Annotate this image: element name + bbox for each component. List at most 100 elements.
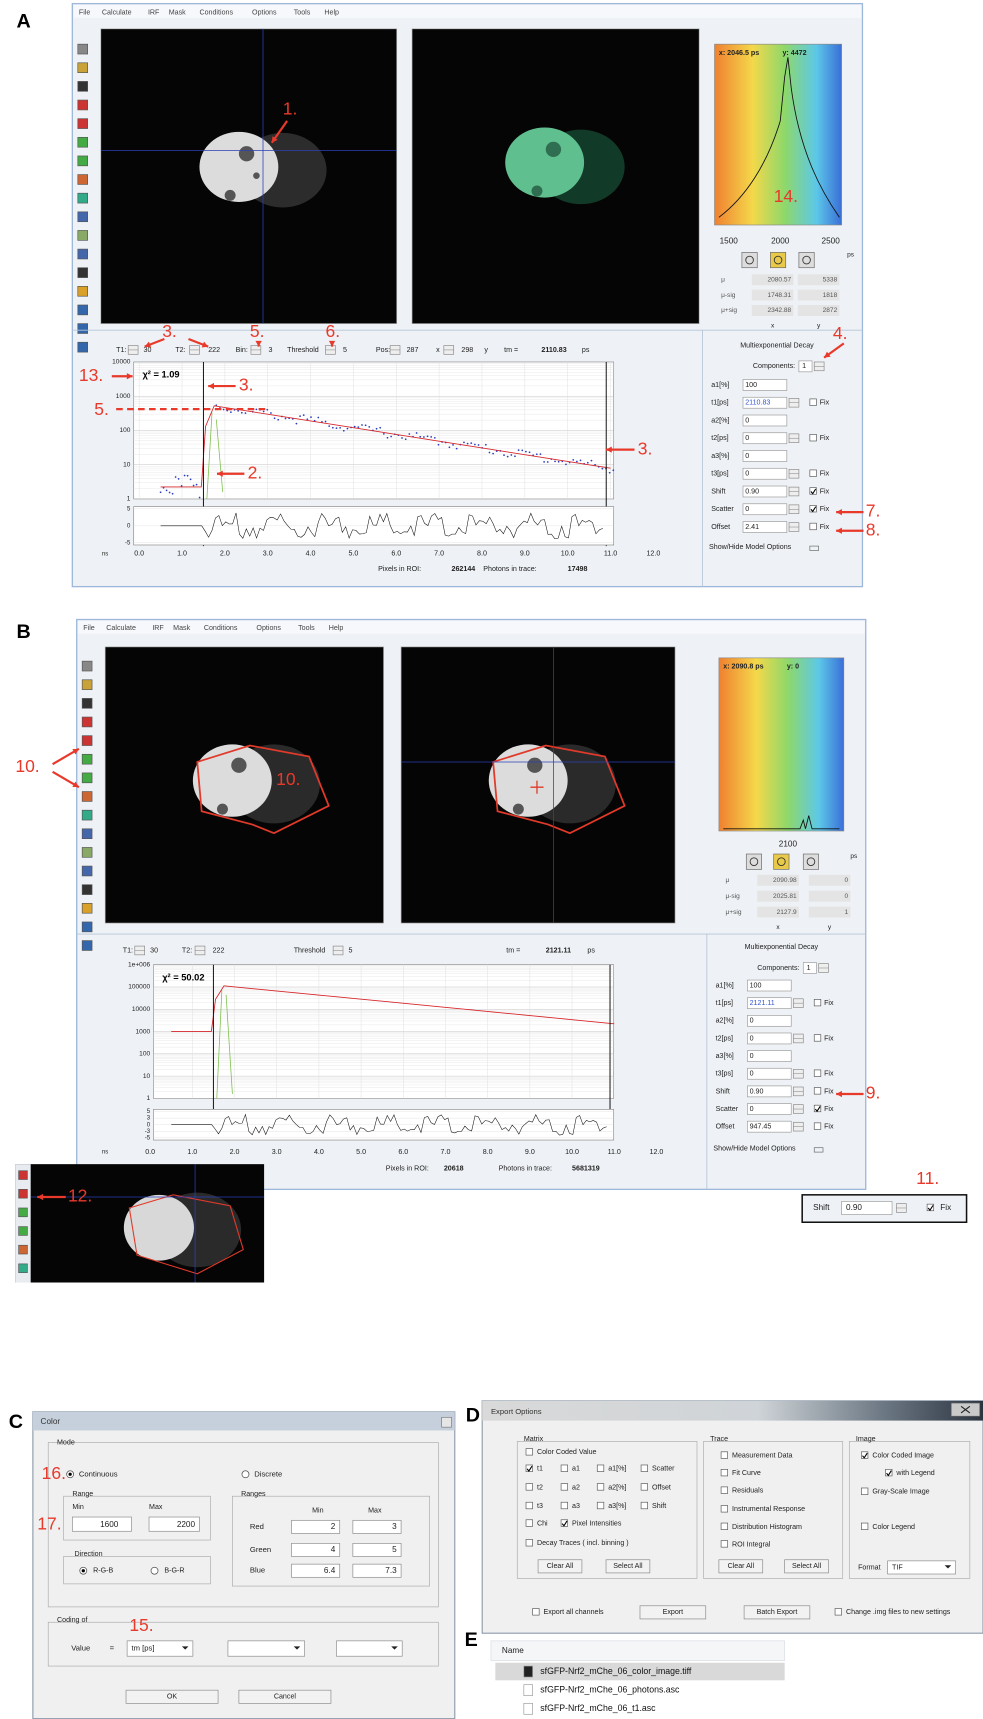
file-name[interactable]: sfGFP-Nrf2_mChe_06_color_image.tiff [540, 1666, 692, 1676]
checkbox-label[interactable]: Change .img files to new settings [846, 1608, 951, 1616]
checkbox-label[interactable]: Fit Curve [732, 1469, 761, 1477]
control-text: Pos: [376, 346, 390, 354]
checkbox-label[interactable]: Color Coded Image [872, 1452, 934, 1460]
checkbox [560, 1483, 568, 1491]
checkbox-label[interactable]: Scatter [652, 1465, 675, 1473]
input-value: 7.3 [385, 1566, 397, 1575]
arrow-head [208, 382, 214, 390]
button-label[interactable]: Batch Export [757, 1608, 798, 1616]
dropdown [227, 1640, 305, 1657]
file-name[interactable]: sfGFP-Nrf2_mChe_06_t1.asc [540, 1703, 656, 1713]
file-name[interactable]: sfGFP-Nrf2_mChe_06_photons.asc [540, 1684, 680, 1694]
footer-text: 17498 [568, 565, 588, 573]
checkbox-label[interactable]: Measurement Data [732, 1452, 793, 1460]
data-point [317, 416, 320, 419]
data-point [189, 478, 192, 481]
checkbox-label[interactable]: Residuals [732, 1487, 764, 1495]
checkbox [813, 1087, 822, 1095]
button [784, 1559, 829, 1574]
button [718, 1559, 764, 1574]
stat-value: μ [721, 277, 725, 284]
checkbox-label[interactable]: a1[%] [608, 1465, 626, 1473]
button-label[interactable]: Select All [613, 1562, 643, 1570]
checkbox-label[interactable]: t3 [537, 1502, 543, 1510]
checkbox-label[interactable]: Shift [652, 1502, 666, 1510]
menu-item[interactable]: Calculate [102, 8, 132, 16]
figure-label: E [465, 1629, 478, 1651]
menu-item[interactable]: Tools [298, 624, 315, 632]
button-label[interactable]: Cancel [274, 1693, 297, 1701]
menu-item[interactable]: Help [329, 624, 344, 632]
checkbox [809, 522, 817, 531]
checkbox-label[interactable]: a3[%] [608, 1502, 626, 1510]
y-tick-label: 1e+006 [128, 961, 150, 968]
radio-label[interactable]: B-G-R [164, 1567, 184, 1575]
menu-item[interactable]: File [79, 8, 91, 16]
x-tick-label: 10.0 [565, 1148, 579, 1156]
button-label[interactable]: Export [663, 1608, 684, 1616]
show-hide-link[interactable]: Show/Hide Model Options [713, 1145, 796, 1153]
toolbar-icon [77, 99, 88, 111]
checkbox-label[interactable]: a1 [572, 1465, 580, 1473]
menu-item[interactable]: Conditions [199, 8, 233, 16]
menu-item[interactable]: Mask [169, 8, 186, 16]
checkbox-label[interactable]: a2[%] [608, 1483, 626, 1491]
cell [192, 744, 272, 817]
checkbox-label[interactable]: t2 [537, 1483, 543, 1491]
menu-item[interactable]: Tools [294, 8, 311, 16]
arrow-head [126, 373, 133, 380]
toolbar-icon [81, 884, 93, 895]
button-label[interactable]: Clear All [547, 1562, 574, 1570]
column-header: Name [502, 1646, 524, 1655]
menu-item[interactable]: Help [324, 8, 339, 16]
checkbox-label[interactable]: Distribution Histogram [732, 1523, 802, 1531]
menu-item[interactable]: Calculate [106, 624, 136, 632]
toolbar-icon [81, 903, 93, 914]
menu-item[interactable]: Conditions [204, 624, 238, 632]
show-hide-link[interactable]: Show/Hide Model Options [709, 543, 792, 551]
menu-item[interactable]: Options [256, 624, 281, 632]
menu-item[interactable]: Mask [173, 624, 190, 632]
x-tick-label: 12.0 [650, 1148, 664, 1156]
param-label: Offset [716, 1123, 735, 1131]
checkbox [720, 1505, 728, 1513]
param-value: 0 [750, 1105, 754, 1113]
menu-item[interactable]: IRF [148, 8, 160, 16]
fix-label: Fix [824, 1070, 834, 1078]
data-point [198, 496, 201, 499]
menu-item[interactable]: File [83, 624, 95, 632]
checkbox-label[interactable]: ROI Integral [732, 1540, 771, 1548]
checkbox-label[interactable]: Export all channels [544, 1608, 605, 1616]
menu-item[interactable]: Options [252, 8, 277, 16]
column-label: Min [312, 1506, 324, 1514]
button-label[interactable]: Clear All [728, 1562, 755, 1570]
data-point [612, 469, 615, 472]
checkbox-label[interactable]: Gray-Scale Image [872, 1488, 929, 1496]
checkbox-label[interactable]: Instrumental Response [732, 1505, 805, 1513]
histogram-tick: 2000 [771, 237, 790, 246]
data-point [295, 422, 298, 425]
checkbox-label[interactable]: Chi [537, 1519, 548, 1527]
checkbox-label[interactable]: with Legend [895, 1469, 934, 1477]
radio-button [241, 1470, 250, 1479]
checkbox-label[interactable]: Decay Traces ( incl. binning ) [537, 1539, 629, 1547]
button-label[interactable]: Select All [792, 1562, 822, 1570]
checkbox-label[interactable]: Offset [652, 1483, 671, 1491]
checkbox-label[interactable]: t1 [537, 1465, 543, 1473]
checkbox-label[interactable]: Color Legend [872, 1523, 915, 1531]
menu-item[interactable]: IRF [152, 624, 164, 632]
checkbox [560, 1519, 568, 1527]
data-point [240, 411, 243, 414]
radio-label[interactable]: R-G-B [93, 1567, 113, 1575]
histogram-curve [723, 815, 840, 830]
checkbox-label[interactable]: Pixel Intensities [572, 1519, 622, 1527]
checkbox-label[interactable]: a2 [572, 1483, 580, 1491]
residual-tick: 0 [147, 1122, 151, 1128]
annotation: 11. [916, 1168, 939, 1188]
radio-label[interactable]: Continuous [79, 1469, 118, 1478]
radio-label[interactable]: Discrete [254, 1469, 282, 1478]
checkbox-label[interactable]: a3 [572, 1502, 580, 1510]
control-text: Threshold [294, 946, 326, 954]
checkbox-label[interactable]: Color Coded Value [537, 1448, 597, 1456]
button-label[interactable]: OK [167, 1693, 178, 1701]
